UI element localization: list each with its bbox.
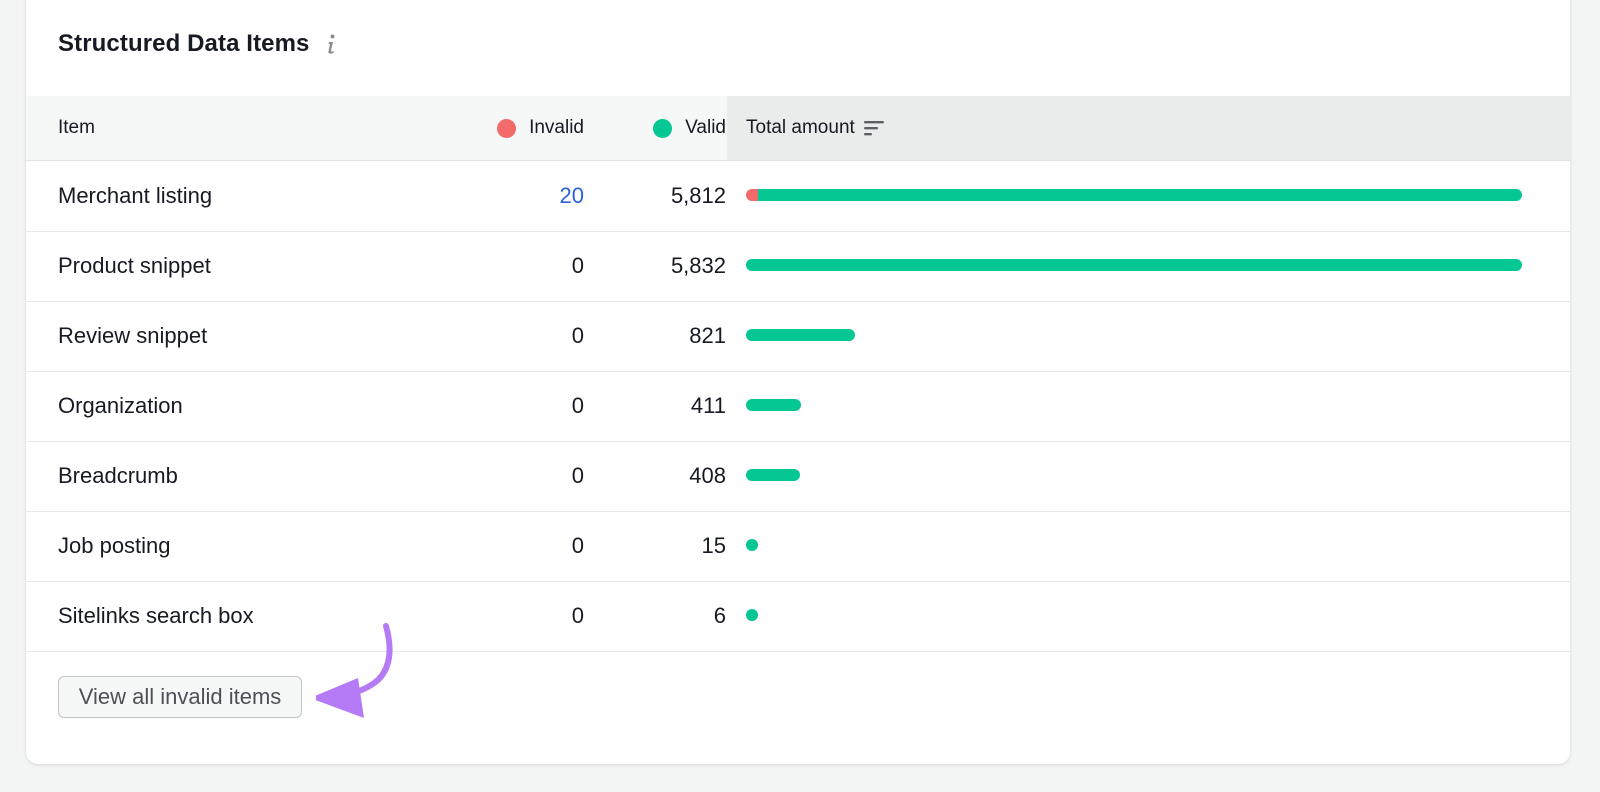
annotation-arrow-icon <box>316 623 393 718</box>
column-header-item: Item <box>58 96 95 160</box>
row-item-name: Product snippet <box>58 253 211 278</box>
valid-bar-segment <box>746 609 758 621</box>
total-amount-bar <box>746 329 855 341</box>
row-invalid-count: 0 <box>571 253 584 278</box>
info-icon[interactable] <box>324 33 338 55</box>
total-amount-bar <box>746 469 800 481</box>
sort-icon[interactable] <box>863 119 884 137</box>
table-row[interactable]: Organization 0 411 <box>26 371 1570 442</box>
row-invalid-count: 0 <box>571 323 584 348</box>
invalid-legend-dot <box>497 118 517 138</box>
row-item-name: Sitelinks search box <box>58 603 254 628</box>
row-valid-count: 5,832 <box>670 253 726 278</box>
valid-bar-segment <box>758 189 1522 201</box>
total-amount-bar <box>746 399 801 411</box>
total-amount-bar <box>746 539 758 551</box>
table-header: Item Invalid Valid Total amount <box>26 96 1570 161</box>
column-label-valid: Valid <box>685 117 726 138</box>
valid-bar-segment <box>746 329 855 341</box>
table-row[interactable]: Review snippet 0 821 <box>26 301 1570 372</box>
card-title: Structured Data Items <box>58 30 310 57</box>
row-invalid-count: 0 <box>571 533 584 558</box>
column-header-invalid[interactable]: Invalid <box>497 96 584 160</box>
view-all-invalid-items-button[interactable]: View all invalid items <box>58 676 302 718</box>
column-header-valid[interactable]: Valid <box>653 96 726 160</box>
row-valid-count: 5,812 <box>670 183 726 208</box>
invalid-bar-segment <box>746 189 758 201</box>
valid-bar-segment <box>746 259 1522 271</box>
column-header-total[interactable]: Total amount <box>746 96 884 160</box>
valid-legend-dot <box>653 118 673 138</box>
table-row[interactable]: Merchant listing 20 5,812 <box>26 161 1570 232</box>
row-item-name: Organization <box>58 393 183 418</box>
row-invalid-count[interactable]: 20 <box>559 183 584 208</box>
table-row[interactable]: Sitelinks search box 0 6 <box>26 581 1570 652</box>
table-row[interactable]: Product snippet 0 5,832 <box>26 231 1570 302</box>
row-item-name: Merchant listing <box>58 183 213 208</box>
row-item-name: Job posting <box>58 533 171 558</box>
total-amount-bar <box>746 609 758 621</box>
row-invalid-count: 0 <box>571 463 584 488</box>
row-invalid-count: 0 <box>571 603 584 628</box>
column-label-total: Total amount <box>746 117 855 138</box>
row-item-name: Breadcrumb <box>58 463 178 488</box>
row-valid-count: 408 <box>689 463 726 488</box>
total-amount-bar <box>746 259 1522 271</box>
column-label-item: Item <box>58 117 95 138</box>
card-header: Structured Data Items <box>58 30 338 58</box>
row-invalid-count: 0 <box>571 393 584 418</box>
table-row[interactable]: Breadcrumb 0 408 <box>26 441 1570 512</box>
row-valid-count: 821 <box>689 323 726 348</box>
total-amount-bar <box>746 189 1522 201</box>
column-label-invalid: Invalid <box>529 117 584 138</box>
row-valid-count: 6 <box>713 603 726 628</box>
valid-bar-segment <box>746 469 800 481</box>
valid-bar-segment <box>746 539 758 551</box>
row-valid-count: 15 <box>701 533 726 558</box>
valid-bar-segment <box>746 399 801 411</box>
table-row[interactable]: Job posting 0 15 <box>26 511 1570 582</box>
row-valid-count: 411 <box>690 393 726 418</box>
structured-data-card: Structured Data Items Item Invalid Valid… <box>26 0 1570 764</box>
row-item-name: Review snippet <box>58 323 208 348</box>
